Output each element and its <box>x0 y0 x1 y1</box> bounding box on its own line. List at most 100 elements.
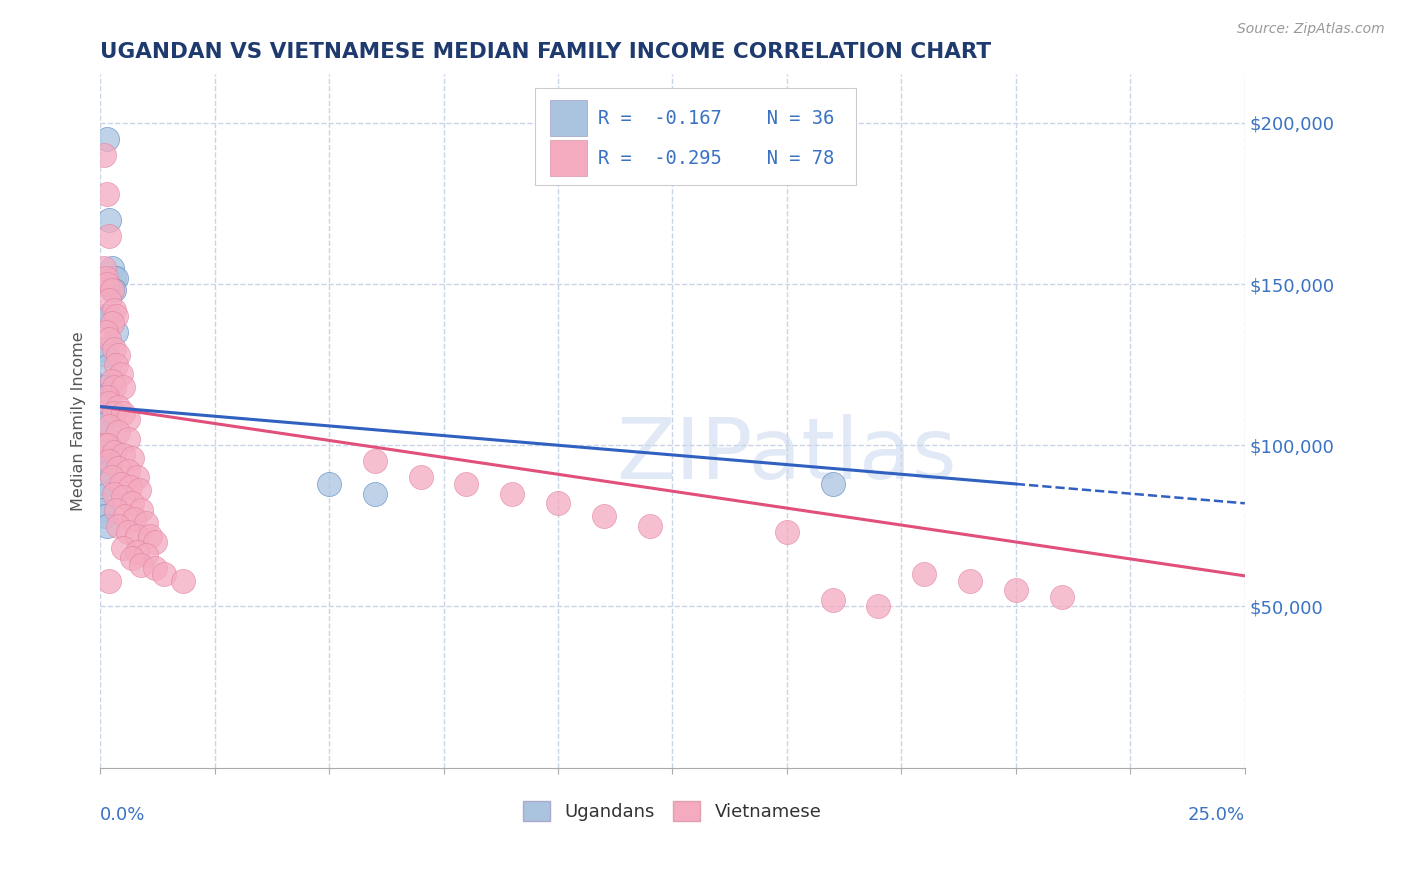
Point <box>96 390 118 404</box>
Point <box>100 316 122 330</box>
Point <box>105 502 128 516</box>
Point <box>94 270 117 285</box>
Point <box>91 400 114 414</box>
Point <box>135 548 157 562</box>
Point <box>98 464 121 478</box>
Point <box>96 416 118 430</box>
Point <box>110 477 132 491</box>
Point <box>121 551 143 566</box>
Point <box>103 302 125 317</box>
Point <box>107 519 129 533</box>
Point <box>93 380 115 394</box>
Point <box>172 574 194 588</box>
Point <box>96 486 118 500</box>
Point <box>93 260 115 275</box>
Point <box>318 477 340 491</box>
Point <box>93 412 115 426</box>
Point <box>135 516 157 530</box>
Point <box>94 396 117 410</box>
Text: 0.0%: 0.0% <box>100 805 145 824</box>
Point <box>111 380 134 394</box>
Point <box>105 270 128 285</box>
Point <box>105 358 128 372</box>
Y-axis label: Median Family Income: Median Family Income <box>72 331 86 511</box>
Point <box>93 406 115 420</box>
Point <box>98 454 121 468</box>
Point <box>98 332 121 346</box>
Point <box>93 444 115 458</box>
Point <box>107 348 129 362</box>
Point <box>111 490 134 504</box>
Point <box>98 438 121 452</box>
Point <box>547 496 569 510</box>
Point <box>98 228 121 243</box>
Point <box>96 386 118 401</box>
Point <box>125 544 148 558</box>
Point <box>456 477 478 491</box>
Point <box>96 186 118 201</box>
Point <box>107 460 129 475</box>
Text: 25.0%: 25.0% <box>1188 805 1244 824</box>
Point <box>96 277 118 291</box>
Point <box>96 454 118 468</box>
FancyBboxPatch shape <box>550 100 586 136</box>
Point <box>118 480 141 494</box>
Point <box>98 358 121 372</box>
Point <box>93 342 115 356</box>
Point <box>93 310 115 324</box>
FancyBboxPatch shape <box>550 140 586 177</box>
Point <box>125 470 148 484</box>
Point <box>117 412 139 426</box>
Point <box>105 310 128 324</box>
Point <box>103 380 125 394</box>
Point <box>111 406 134 420</box>
Point <box>91 380 114 394</box>
Point <box>364 454 387 468</box>
Point <box>103 444 125 458</box>
Point <box>912 567 935 582</box>
Point <box>103 406 125 420</box>
Point <box>98 418 121 433</box>
Point <box>821 593 844 607</box>
Point <box>103 486 125 500</box>
Point <box>110 368 132 382</box>
Point <box>364 486 387 500</box>
Point <box>117 464 139 478</box>
Point <box>103 342 125 356</box>
Point <box>98 396 121 410</box>
Point <box>592 509 614 524</box>
Point <box>1005 583 1028 598</box>
Point <box>111 541 134 556</box>
Point <box>98 212 121 227</box>
Point <box>409 470 432 484</box>
Point <box>776 525 799 540</box>
Point <box>868 599 890 614</box>
Point <box>131 502 153 516</box>
Point <box>94 326 117 340</box>
Point <box>100 374 122 388</box>
Text: ZIPatlas: ZIPatlas <box>617 414 957 497</box>
Text: UGANDAN VS VIETNAMESE MEDIAN FAMILY INCOME CORRELATION CHART: UGANDAN VS VIETNAMESE MEDIAN FAMILY INCO… <box>100 42 991 62</box>
Point <box>100 284 122 298</box>
Point <box>143 561 166 575</box>
Point <box>1050 590 1073 604</box>
Point <box>96 132 118 146</box>
Point <box>100 470 122 484</box>
Point <box>111 448 134 462</box>
Point <box>143 535 166 549</box>
Point <box>96 348 118 362</box>
Point <box>131 558 153 572</box>
Point <box>100 260 122 275</box>
Point <box>100 284 122 298</box>
Point <box>959 574 981 588</box>
Point <box>117 525 139 540</box>
Point <box>124 512 146 526</box>
Point <box>103 284 125 298</box>
Point <box>91 502 114 516</box>
Point <box>96 519 118 533</box>
Point <box>98 574 121 588</box>
Point <box>117 432 139 446</box>
Point <box>103 270 125 285</box>
Point <box>501 486 523 500</box>
Point <box>105 326 128 340</box>
